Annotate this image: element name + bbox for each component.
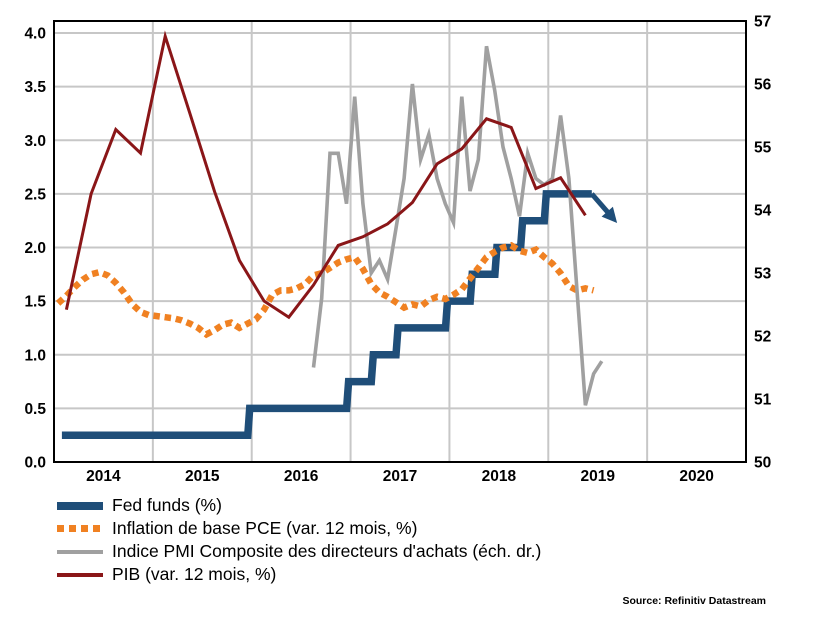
left-axis-tick-label: 3.0 [24, 133, 46, 150]
right-axis-tick-label: 56 [754, 77, 772, 94]
legend-item-pce: Inflation de base PCE (var. 12 mois, %) [57, 517, 541, 540]
legend-item-pib: PIB (var. 12 mois, %) [57, 563, 541, 586]
left-axis-tick-label: 0.0 [24, 455, 46, 472]
year-label: 2019 [580, 468, 615, 485]
right-axis-tick-label: 50 [754, 455, 771, 472]
year-label: 2020 [679, 468, 713, 485]
legend-label-pib: PIB (var. 12 mois, %) [112, 564, 277, 584]
source-text: Source: Refinitiv Datastream [622, 595, 766, 607]
trend-arrow-head [601, 206, 618, 223]
left-axis-tick-label: 2.0 [24, 240, 46, 257]
right-axis-tick-label: 57 [754, 14, 771, 31]
left-axis-tick-label: 0.5 [24, 401, 46, 418]
year-label: 2015 [185, 468, 220, 485]
right-axis-tick-label: 55 [754, 140, 772, 157]
left-axis-tick-label: 4.0 [24, 26, 46, 43]
fed-funds-line-swatch [57, 501, 103, 510]
trend-arrow-shaft [589, 192, 611, 215]
year-label: 2017 [383, 468, 417, 485]
fed-funds-line [61, 190, 592, 439]
year-label: 2016 [284, 468, 319, 485]
right-axis-tick-label: 51 [754, 392, 772, 409]
pib-line-swatch [57, 572, 103, 577]
pce-dotted-line-swatch [57, 525, 103, 532]
legend-label-fed-funds: Fed funds (%) [112, 495, 222, 515]
legend-label-pmi: Indice PMI Composite des directeurs d'ac… [112, 541, 542, 561]
right-axis-tick-label: 52 [754, 329, 771, 346]
pmi-line-swatch [57, 549, 103, 554]
left-axis-tick-label: 3.5 [24, 79, 46, 96]
right-axis-tick-label: 54 [754, 203, 772, 220]
legend-item-pmi: Indice PMI Composite des directeurs d'ac… [57, 540, 541, 563]
pce-line [55, 241, 595, 339]
left-axis-tick-label: 2.5 [24, 186, 46, 203]
legend: Fed funds (%) Inflation de base PCE (var… [57, 494, 541, 586]
pmi-line [311, 45, 604, 406]
year-label: 2014 [86, 468, 121, 485]
legend-label-pce: Inflation de base PCE (var. 12 mois, %) [112, 518, 418, 538]
pib-line [64, 30, 587, 320]
plot-border [53, 20, 747, 463]
left-axis-tick-label: 1.0 [24, 347, 46, 364]
right-axis-tick-label: 53 [754, 266, 772, 283]
left-axis-tick-label: 1.5 [24, 294, 46, 311]
year-label: 2018 [482, 468, 517, 485]
legend-item-fed-funds: Fed funds (%) [57, 494, 541, 517]
